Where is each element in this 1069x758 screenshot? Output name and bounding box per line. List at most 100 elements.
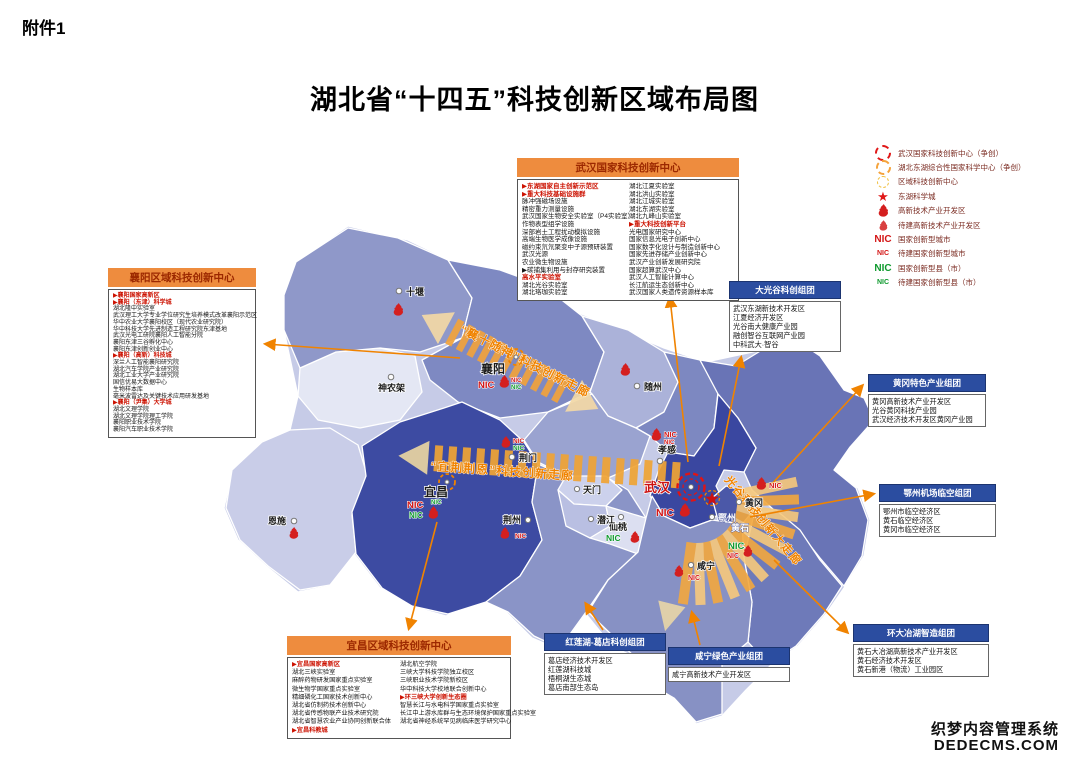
legend-row: 高新技术产业开发区 <box>872 204 1064 218</box>
box-item: 融创智谷互联网产业园 <box>733 331 805 340</box>
city-dot <box>633 382 641 390</box>
box-item: 武汉光源 <box>522 251 548 259</box>
nic-badge: NIC <box>407 500 424 511</box>
box-item: 湖北省传感物联产业技术研究院 <box>292 710 379 718</box>
city-marker-xiangyang: 襄阳 NIC NIC NIC <box>477 348 525 392</box>
box-item: 湖北省仿制药技术创新中心 <box>292 702 367 710</box>
corridor-fan-guanggu <box>658 476 800 632</box>
box-item: 武汉产业创新发展研究院 <box>629 258 701 266</box>
connector-yichang-box <box>405 521 438 632</box>
city-marker-wuhan: 武汉 NIC <box>643 472 706 520</box>
city-dot <box>387 373 395 381</box>
region-enshi <box>225 427 369 591</box>
nic-badge-small: NIC <box>688 575 700 582</box>
box-item: 湖北三峡实验室 <box>292 669 336 677</box>
box-item: 武汉人工智能计算中心 <box>629 274 694 282</box>
city-marker-qianjiang: 潜江 <box>587 513 616 526</box>
attachment-label: 附件1 <box>22 19 66 38</box>
box-item: ▶碳捕集利用与封存研究装置 <box>522 266 605 274</box>
regional-innovation-center-circle-icon <box>507 348 525 366</box>
city-marker-jingzhou: 荆州 NIC <box>500 513 532 541</box>
city-label: 襄阳 <box>480 361 505 376</box>
box-item: 湖北江夏实验室 <box>629 183 675 190</box>
box-item: 湖北文理学院 <box>113 406 150 413</box>
city-label: 武汉 <box>644 480 671 495</box>
city-marker-enshi: 恩施 <box>267 514 299 539</box>
box-item: 湖北珞珈实验室 <box>522 289 568 297</box>
box-item: 黄冈高新技术产业开发区 <box>872 397 952 406</box>
box-item: 农业微生物设施 <box>522 258 568 266</box>
box-item: 国家先进存储产业创新中心 <box>629 251 707 259</box>
city-marker-yichang: 宜昌 NIC NIC NIC <box>406 473 456 521</box>
box-item: 咸宁高新技术产业开发区 <box>672 670 752 679</box>
box-item: ▶襄阳（高新）科技城 <box>113 353 172 360</box>
nic-badge-small: NIC <box>513 445 525 452</box>
donghu-science-center-circle-icon <box>703 489 721 507</box>
box-item: 武汉国家生物安全实验室（P4实验室） <box>522 213 634 221</box>
legend-row: NIC 待建国家创新型城市 <box>872 247 1064 261</box>
city-dot <box>573 485 581 493</box>
city-marker-tianmen: 天门 <box>573 483 602 496</box>
box-item: ▶襄阳国家高新区 <box>113 293 160 299</box>
box-title: 襄阳区域科技创新中心 <box>108 268 256 287</box>
legend-row: 区域科技创新中心 <box>872 175 1064 189</box>
group-box-ezhou: 鄂州机场临空组团 鄂州市临空经济区 黄石临空经济区 黄冈市临空经济区 <box>879 484 996 537</box>
city-dot <box>395 287 403 295</box>
legend-label: 待建高新技术产业开发区 <box>898 220 981 230</box>
city-label: 宜昌 <box>424 484 448 499</box>
city-label: 咸宁 <box>697 560 715 571</box>
nic-badge: NIC <box>409 511 423 520</box>
box-item: 武汉东湖新技术开发区 <box>733 304 805 313</box>
box-item-list: 武汉东湖新技术开发区 江夏经济开发区 光谷南大健康产业园 融创智谷互联网产业园 中科武大… <box>729 301 841 352</box>
box-item: 葛店南部生态岛 <box>548 683 599 692</box>
box-item: 湖北省智慧农业产业协同创新联合体 <box>292 718 391 726</box>
nic-red-small-badge: NIC <box>876 250 890 258</box>
box-item: 精细磷化工国家技术创新中心 <box>292 693 373 701</box>
legend-label: 武汉国家科技创新中心（争创） <box>898 148 1003 158</box>
nic-badge: NIC <box>606 533 621 543</box>
legend-label: 区域科技创新中心 <box>898 177 958 187</box>
city-label: 仙桃 <box>609 521 627 532</box>
legend-row: 待建高新技术产业开发区 <box>872 218 1064 232</box>
city-label: 鄂州 <box>718 513 736 523</box>
group-box-xianning: 咸宁绿色产业组团 咸宁高新技术产业开发区 <box>668 647 790 682</box>
box-item: 江夏经济开发区 <box>733 313 784 322</box>
box-item: ▶宜昌科教城 <box>292 726 328 734</box>
city-marker-huanggang: 黄冈 NIC <box>735 477 783 509</box>
box-item: 湖北江城实验室 <box>629 198 675 206</box>
regional-innovation-center-circle-icon <box>438 473 456 491</box>
city-markers: 十堰 神农架 恩施 襄阳 NIC NIC NIC <box>267 285 783 582</box>
national-sci-tech-center-inner-circle-icon <box>682 478 700 496</box>
city-label: 随州 <box>644 381 662 392</box>
box-item-list: ▶东湖国家自主创新示范区 ▶重大科技基础设施群 脉冲强磁场设施 精密重力测量设施 武汉国… <box>522 183 634 297</box>
box-item: 国信优易大数据中心 <box>113 380 168 387</box>
box-item: 光谷黄冈科技产业园 <box>872 406 937 415</box>
city-marker-xiantao: 仙桃 NIC <box>605 513 640 544</box>
connector-ezhou-box <box>749 489 877 518</box>
regional-innovation-center-circle-icon <box>872 175 894 188</box>
nic-badge-small: NIC <box>513 438 525 445</box>
city-dot <box>524 516 532 524</box>
legend-row: 湖北东湖综合性国家科学中心（争创） <box>872 160 1064 176</box>
box-item: 华中科技大学先进制造工程研究院东津基地 <box>113 326 228 333</box>
box-item: 三峡大学科技学院独立校区 <box>400 669 475 677</box>
box-item: 国家超算武汉中心 <box>629 266 681 274</box>
box-title: 黄冈特色产业组团 <box>868 374 986 392</box>
connector-arrows <box>262 294 877 646</box>
legend-label: 高新技术产业开发区 <box>898 206 966 216</box>
nic-badge: NIC <box>769 481 783 490</box>
box-item: 华中科技大学校地联合创新中心 <box>400 685 487 693</box>
city-dot <box>444 479 450 485</box>
box-item: 湖北汽车学院产业研究院 <box>113 366 180 373</box>
box-item: 湖北省神经系统罕见病临床医学研究中心 <box>400 718 512 726</box>
city-dot <box>513 354 519 360</box>
connector-xiangyang-box <box>262 338 461 359</box>
city-marker-suizhou: 随州 <box>620 363 663 393</box>
nic-green-small-badge: NIC <box>876 279 890 287</box>
city-dot <box>617 513 625 521</box>
box-title: 环大冶湖智造组团 <box>853 624 989 642</box>
box-item: 微生物学国家重点实验室 <box>292 685 361 693</box>
box-item: ▶重大科技创新平台 <box>629 220 686 228</box>
city-dot <box>688 484 694 490</box>
